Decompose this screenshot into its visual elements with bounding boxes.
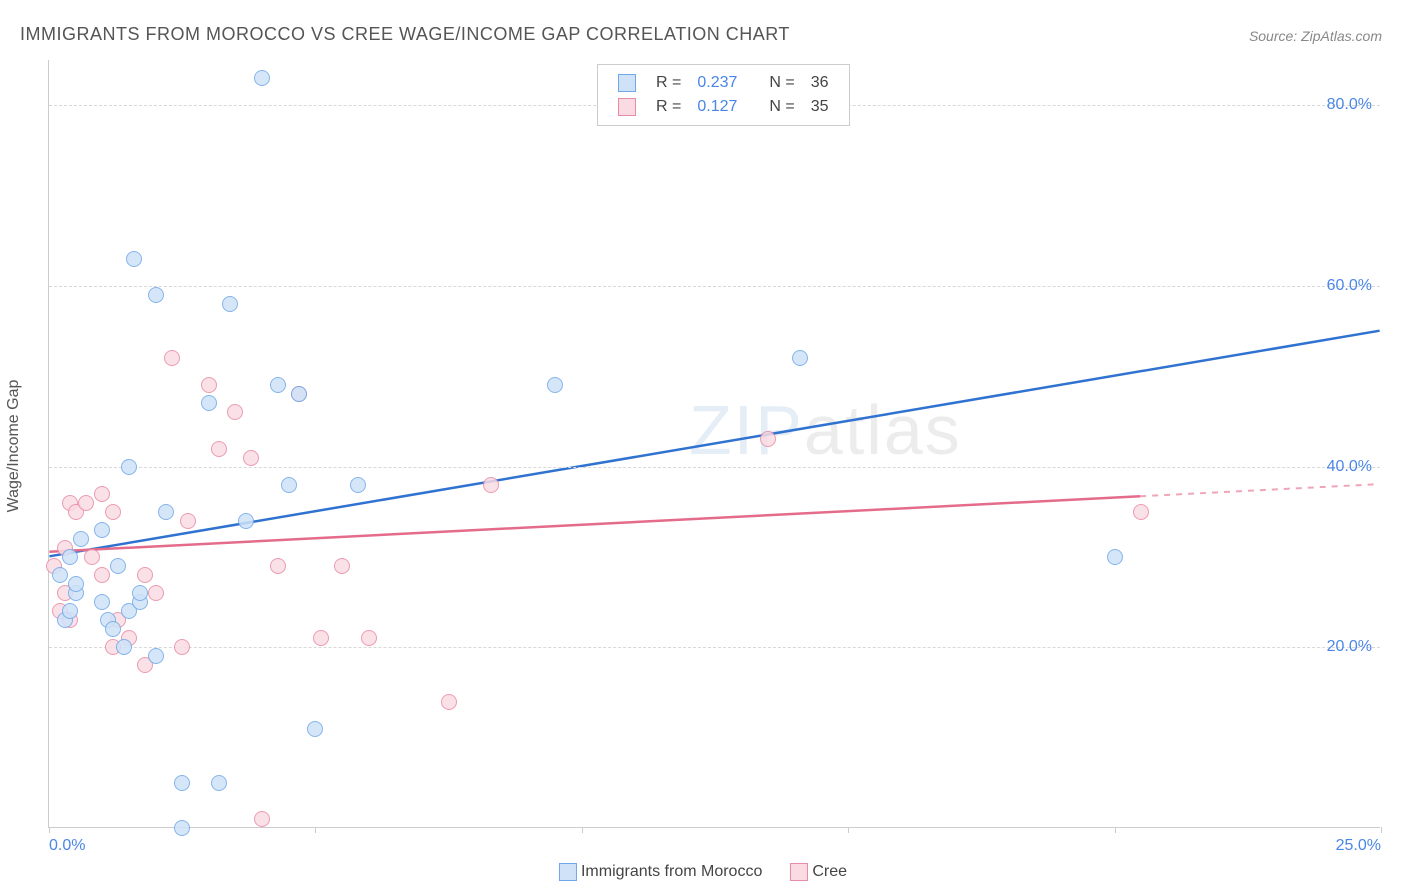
scatter-point-morocco: [148, 648, 164, 664]
scatter-point-cree: [180, 513, 196, 529]
y-tick-label: 20.0%: [1327, 638, 1372, 656]
scatter-point-morocco: [222, 296, 238, 312]
gridline: [49, 467, 1380, 468]
scatter-point-cree: [270, 558, 286, 574]
x-tick-mark: [1381, 827, 1382, 833]
x-tick-mark: [49, 827, 50, 833]
legend-swatch-cree: [618, 98, 636, 116]
y-tick-label: 80.0%: [1327, 96, 1372, 114]
legend-n-value: 35: [803, 95, 837, 119]
scatter-point-cree: [1133, 504, 1149, 520]
y-tick-label: 60.0%: [1327, 277, 1372, 295]
scatter-point-morocco: [126, 251, 142, 267]
plot-area: ZIPatlas 20.0%40.0%60.0%80.0%0.0%25.0%R …: [48, 60, 1380, 828]
scatter-point-cree: [313, 630, 329, 646]
scatter-point-morocco: [270, 377, 286, 393]
scatter-point-cree: [94, 567, 110, 583]
x-tick-mark: [848, 827, 849, 833]
scatter-point-morocco: [121, 459, 137, 475]
scatter-point-morocco: [62, 549, 78, 565]
legend-label: Cree: [812, 863, 847, 881]
scatter-point-morocco: [94, 522, 110, 538]
scatter-point-morocco: [68, 576, 84, 592]
scatter-point-cree: [334, 558, 350, 574]
scatter-point-cree: [164, 350, 180, 366]
legend-item-morocco: Immigrants from Morocco: [559, 863, 762, 881]
scatter-point-morocco: [110, 558, 126, 574]
x-tick-mark: [315, 827, 316, 833]
legend-swatch-cree: [790, 863, 808, 881]
legend-r-label: R =: [648, 95, 689, 119]
scatter-point-morocco: [350, 477, 366, 493]
scatter-point-morocco: [132, 585, 148, 601]
legend-label: Immigrants from Morocco: [581, 863, 762, 881]
scatter-point-morocco: [158, 504, 174, 520]
gridline: [49, 286, 1380, 287]
scatter-point-morocco: [291, 386, 307, 402]
scatter-point-morocco: [116, 639, 132, 655]
legend-r-value: 0.237: [689, 71, 745, 95]
legend-n-label: N =: [761, 71, 802, 95]
scatter-point-morocco: [211, 775, 227, 791]
x-tick-label: 25.0%: [1336, 837, 1381, 855]
legend-n-label: N =: [761, 95, 802, 119]
trend-lines-layer: [49, 60, 1380, 827]
scatter-point-cree: [174, 639, 190, 655]
scatter-point-cree: [105, 504, 121, 520]
scatter-point-morocco: [281, 477, 297, 493]
scatter-point-cree: [201, 377, 217, 393]
legend-n-value: 36: [803, 71, 837, 95]
chart-title: IMMIGRANTS FROM MOROCCO VS CREE WAGE/INC…: [20, 24, 790, 45]
x-tick-mark: [1115, 827, 1116, 833]
scatter-point-cree: [243, 450, 259, 466]
y-axis-label: Wage/Income Gap: [5, 380, 23, 513]
x-tick-label: 0.0%: [49, 837, 85, 855]
scatter-point-cree: [211, 441, 227, 457]
x-tick-mark: [582, 827, 583, 833]
scatter-point-morocco: [94, 594, 110, 610]
trend-line-cree: [49, 496, 1140, 551]
legend-swatch-morocco: [559, 863, 577, 881]
scatter-point-cree: [84, 549, 100, 565]
scatter-point-morocco: [201, 395, 217, 411]
scatter-point-cree: [148, 585, 164, 601]
scatter-point-cree: [760, 431, 776, 447]
gridline: [49, 647, 1380, 648]
scatter-point-cree: [227, 404, 243, 420]
scatter-point-cree: [441, 694, 457, 710]
scatter-point-morocco: [174, 775, 190, 791]
trend-line-dashed-cree: [1140, 484, 1379, 496]
y-tick-label: 40.0%: [1327, 458, 1372, 476]
scatter-point-morocco: [792, 350, 808, 366]
legend-r-label: R =: [648, 71, 689, 95]
legend-item-cree: Cree: [790, 863, 847, 881]
scatter-point-morocco: [238, 513, 254, 529]
scatter-point-cree: [361, 630, 377, 646]
scatter-point-cree: [137, 567, 153, 583]
scatter-point-cree: [94, 486, 110, 502]
legend-r-value: 0.127: [689, 95, 745, 119]
scatter-point-morocco: [73, 531, 89, 547]
watermark: ZIPatlas: [689, 390, 962, 470]
scatter-point-cree: [254, 811, 270, 827]
legend-correlation: R =0.237 N =36 R =0.127 N =35: [597, 64, 850, 126]
scatter-point-cree: [483, 477, 499, 493]
scatter-point-morocco: [52, 567, 68, 583]
scatter-point-morocco: [254, 70, 270, 86]
legend-swatch-morocco: [618, 74, 636, 92]
scatter-point-morocco: [307, 721, 323, 737]
scatter-point-morocco: [62, 603, 78, 619]
source-attribution: Source: ZipAtlas.com: [1249, 28, 1382, 44]
scatter-point-morocco: [105, 621, 121, 637]
scatter-point-morocco: [148, 287, 164, 303]
scatter-point-morocco: [1107, 549, 1123, 565]
scatter-point-cree: [78, 495, 94, 511]
legend-bottom: Immigrants from Morocco Cree: [545, 863, 861, 886]
scatter-point-morocco: [547, 377, 563, 393]
scatter-point-morocco: [174, 820, 190, 836]
